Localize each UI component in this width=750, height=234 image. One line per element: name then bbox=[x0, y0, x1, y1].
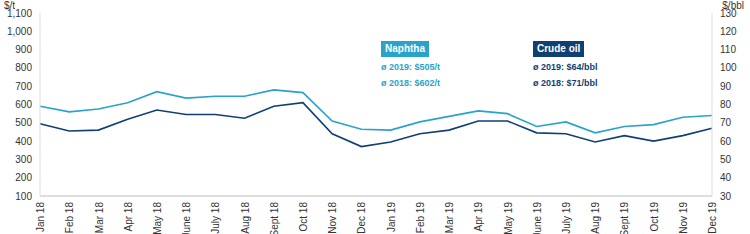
html-text:Naphtha: Naphtha bbox=[385, 43, 425, 54]
html-text:$/t: $/t bbox=[4, 0, 16, 11]
svg-text:40: 40 bbox=[720, 172, 732, 183]
svg-text:50: 50 bbox=[720, 154, 732, 165]
svg-text:110: 110 bbox=[720, 44, 736, 55]
svg-text:130: 130 bbox=[720, 7, 737, 19]
svg-text:Aug 19: Aug 19 bbox=[590, 202, 601, 234]
svg-text:May 18: May 18 bbox=[152, 202, 163, 234]
svg-text:June 18: June 18 bbox=[181, 202, 192, 234]
svg-text:120: 120 bbox=[720, 26, 737, 37]
svg-text:Feb 19: Feb 19 bbox=[415, 202, 426, 234]
svg-text:900: 900 bbox=[15, 44, 32, 55]
svg-text:200: 200 bbox=[15, 172, 32, 183]
svg-text:July 18: July 18 bbox=[210, 202, 221, 234]
svg-text:30: 30 bbox=[720, 191, 732, 202]
svg-text:Feb 18: Feb 18 bbox=[64, 202, 75, 234]
svg-text:Nov 18: Nov 18 bbox=[327, 202, 338, 234]
svg-text:May 19: May 19 bbox=[503, 202, 514, 234]
svg-text:90: 90 bbox=[720, 81, 732, 92]
svg-text:Sept 18: Sept 18 bbox=[269, 202, 280, 234]
html-text:ø 2019: $64/bbl: ø 2019: $64/bbl bbox=[533, 62, 598, 72]
html-text:ø 2019: $505/t: ø 2019: $505/t bbox=[381, 62, 440, 72]
html-text:Crude oil: Crude oil bbox=[537, 43, 581, 54]
svg-text:Dec 19: Dec 19 bbox=[707, 202, 718, 234]
html-text:ø 2018: $602/t: ø 2018: $602/t bbox=[381, 78, 440, 88]
svg-text:700: 700 bbox=[15, 81, 32, 92]
svg-text:60: 60 bbox=[720, 136, 732, 147]
svg-text:Apr 19: Apr 19 bbox=[473, 202, 484, 232]
svg-text:Dec 18: Dec 18 bbox=[356, 202, 367, 234]
svg-text:70: 70 bbox=[720, 117, 732, 128]
svg-text:Oct 18: Oct 18 bbox=[298, 202, 309, 232]
html-text:$/bbl: $/bbl bbox=[722, 0, 744, 11]
svg-text:400: 400 bbox=[15, 136, 32, 147]
svg-text:Oct 19: Oct 19 bbox=[649, 202, 660, 232]
svg-text:July 19: July 19 bbox=[561, 202, 572, 234]
svg-text:Aug 18: Aug 18 bbox=[240, 202, 251, 234]
svg-text:80: 80 bbox=[720, 99, 732, 110]
svg-text:500: 500 bbox=[15, 117, 32, 128]
svg-text:Nov 19: Nov 19 bbox=[678, 202, 689, 234]
svg-text:600: 600 bbox=[15, 99, 32, 110]
svg-text:100: 100 bbox=[720, 62, 737, 73]
svg-text:Jan 18: Jan 18 bbox=[35, 202, 46, 232]
svg-text:June 19: June 19 bbox=[532, 202, 543, 234]
svg-text:800: 800 bbox=[15, 62, 32, 73]
svg-text:Sept 19: Sept 19 bbox=[619, 202, 630, 234]
svg-text:1,000: 1,000 bbox=[8, 26, 32, 37]
svg-text:100: 100 bbox=[15, 191, 32, 202]
svg-text:Mar 18: Mar 18 bbox=[94, 202, 105, 234]
html-text:ø 2018: $71/bbl: ø 2018: $71/bbl bbox=[533, 78, 598, 88]
svg-text:Mar 19: Mar 19 bbox=[444, 202, 455, 234]
svg-text:Jan 19: Jan 19 bbox=[386, 202, 397, 232]
svg-text:300: 300 bbox=[15, 154, 32, 165]
svg-text:Apr 18: Apr 18 bbox=[123, 202, 134, 232]
